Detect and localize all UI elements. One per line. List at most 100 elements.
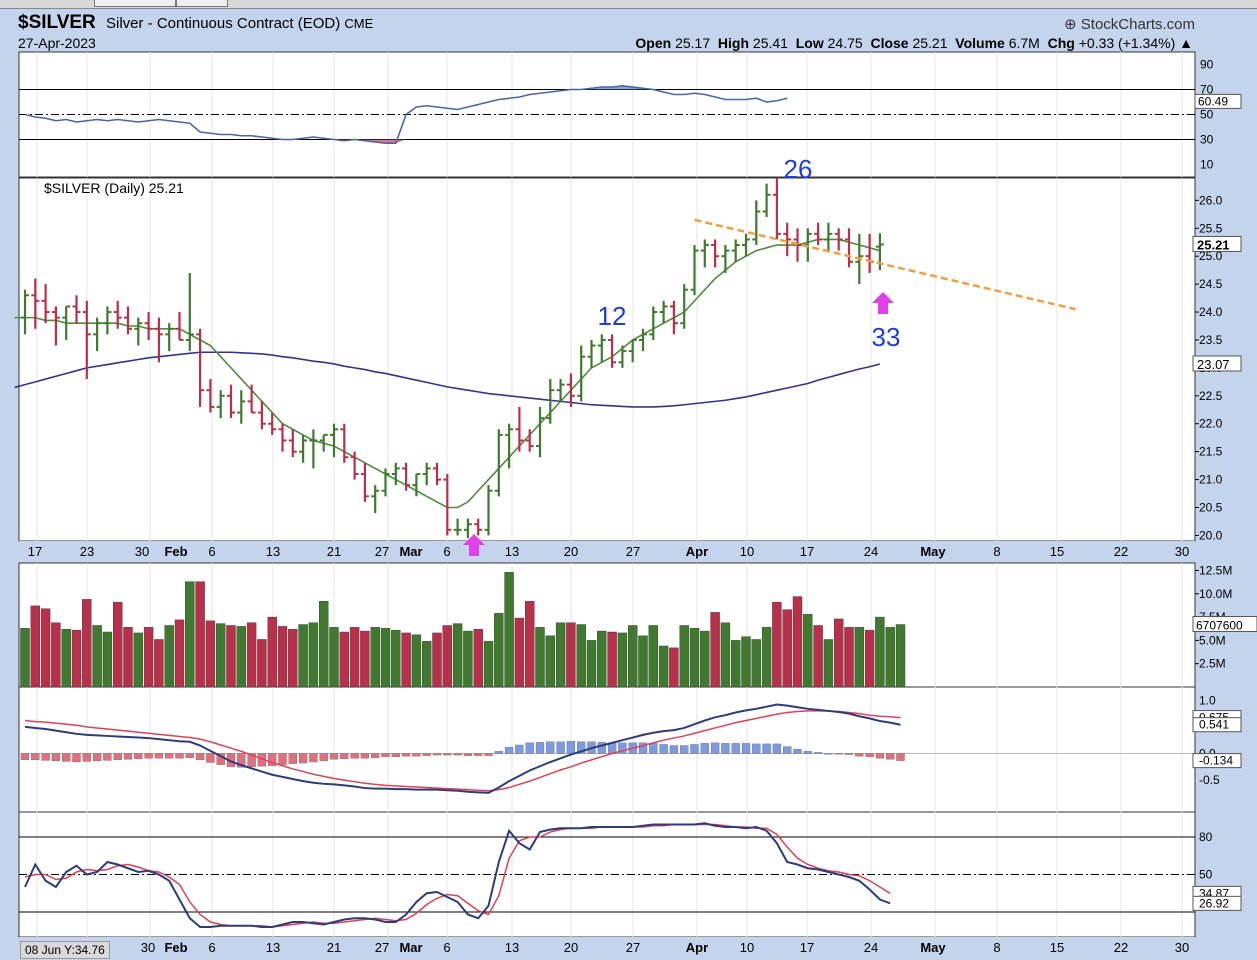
volume-bar xyxy=(864,629,875,688)
volume-bar xyxy=(803,614,813,688)
ohlc-bar xyxy=(31,278,40,329)
volume-bar xyxy=(885,627,895,688)
macd-histogram-bar xyxy=(278,753,287,765)
macd-histogram-bar xyxy=(432,753,442,756)
ohlc-bar xyxy=(350,451,359,480)
volume-bar xyxy=(329,627,339,688)
browser-tab[interactable] xyxy=(94,0,176,7)
macd-histogram-bar xyxy=(309,753,318,763)
macd-histogram-bar xyxy=(803,751,812,754)
ohlc-readout: Open 25.17 High 25.41 Low 24.75 Close 25… xyxy=(635,35,1193,51)
volume-bar xyxy=(782,609,792,688)
macd-histogram-bar xyxy=(92,753,102,762)
macd-histogram-bar xyxy=(834,753,843,755)
ohlc-bar xyxy=(845,228,853,268)
ohlc-bar xyxy=(474,518,483,536)
macd-histogram-bar xyxy=(680,745,689,754)
ohlc-bar xyxy=(72,295,81,324)
ohlc-bar xyxy=(669,300,678,335)
ohlc-bar xyxy=(587,339,596,368)
price-current-label: 23.07 xyxy=(1197,357,1230,372)
macd-histogram-bar xyxy=(268,753,277,766)
volume-bar xyxy=(411,634,422,688)
volume-bar xyxy=(82,599,92,688)
bottom-date-tick-label: 6 xyxy=(443,940,450,955)
macd-histogram-bar xyxy=(82,753,91,762)
ohlc-bar xyxy=(371,485,380,514)
volume-bar xyxy=(689,628,700,688)
macd-histogram-bar xyxy=(793,749,802,754)
ohlc-bar xyxy=(62,305,71,340)
macd-histogram-bar xyxy=(690,744,699,754)
price-tick-label: 24.5 xyxy=(1199,277,1223,291)
macd-histogram-bar xyxy=(453,753,462,756)
volume-bar xyxy=(545,635,555,688)
ohlc-bar xyxy=(721,245,730,273)
volume-bar xyxy=(236,626,247,688)
price-tick-label: 22.0 xyxy=(1199,417,1223,431)
chart-symbol: $SILVER xyxy=(18,12,96,33)
date-tick-label: Feb xyxy=(164,544,187,559)
price-tick-label: 23.5 xyxy=(1199,333,1223,347)
date-tick-label: 13 xyxy=(505,544,519,559)
date-tick-label: 20 xyxy=(564,544,578,559)
low-value: 24.75 xyxy=(827,35,863,51)
price-tick-label: 22.5 xyxy=(1199,389,1223,403)
ohlc-bar xyxy=(618,345,627,368)
macd-histogram-bar xyxy=(546,741,555,754)
volume-bar xyxy=(143,627,154,688)
macd-histogram-bar xyxy=(329,753,339,760)
macd-histogram-bar xyxy=(484,753,493,756)
volume-bar xyxy=(298,624,308,688)
rsi-tick-label: 50 xyxy=(1200,108,1214,122)
high-label: High xyxy=(717,35,750,51)
volume-bar xyxy=(834,618,844,688)
volume-bar xyxy=(586,640,597,688)
macd-histogram-bar xyxy=(247,753,256,767)
rsi-line xyxy=(24,84,788,145)
ohlc-bar xyxy=(711,239,720,268)
ohlc-bar xyxy=(103,306,112,335)
ohlc-bar xyxy=(536,406,544,458)
macd-histogram-bar xyxy=(710,742,720,754)
volume-bar xyxy=(628,625,638,688)
price-tick-label: 20.5 xyxy=(1199,500,1223,514)
ohlc-bar xyxy=(206,379,215,413)
ohlc-bar xyxy=(484,485,493,536)
price-tick-label: 25.0 xyxy=(1199,249,1223,263)
volume-bar xyxy=(813,625,823,688)
price-tick-label: 21.5 xyxy=(1199,445,1223,459)
date-tick-label: 6 xyxy=(208,544,215,559)
date-tick-label: 27 xyxy=(375,544,389,559)
ohlc-bar xyxy=(196,328,205,407)
macd-histogram-bar xyxy=(103,753,112,761)
high-value: 25.41 xyxy=(752,35,788,51)
ohlc-bar xyxy=(237,390,246,424)
volume-bar xyxy=(432,632,442,688)
macd-histogram-bar xyxy=(772,743,782,754)
bottom-date-tick-label: 30 xyxy=(1175,940,1189,955)
ohlc-bar xyxy=(391,462,400,486)
date-tick-label: 24 xyxy=(864,544,878,559)
browser-tab[interactable] xyxy=(176,0,228,7)
ohlc-bar xyxy=(422,462,431,486)
macd-histogram-bar xyxy=(556,741,565,754)
volume-bar xyxy=(566,622,576,688)
macd-tick-label: -0.5 xyxy=(1199,773,1220,787)
ohlc-bar xyxy=(772,178,781,240)
macd-histogram-bar xyxy=(731,743,740,754)
volume-bar xyxy=(40,608,51,688)
ohlc-bar xyxy=(185,272,194,352)
macd-histogram-bar xyxy=(412,753,421,757)
chart-series xyxy=(14,84,1076,928)
bottom-date-tick-label: 22 xyxy=(1114,940,1128,955)
macd-histogram-bar xyxy=(721,743,730,754)
price-tick-label: 24.0 xyxy=(1199,305,1223,319)
volume-bar xyxy=(277,626,288,688)
ohlc-bar xyxy=(700,239,709,268)
ohlc-bar xyxy=(330,423,338,458)
ohlc-bar xyxy=(690,245,699,296)
volume-bar xyxy=(494,613,504,688)
ohlc-bar xyxy=(93,317,102,352)
macd-histogram-bar xyxy=(154,753,164,759)
